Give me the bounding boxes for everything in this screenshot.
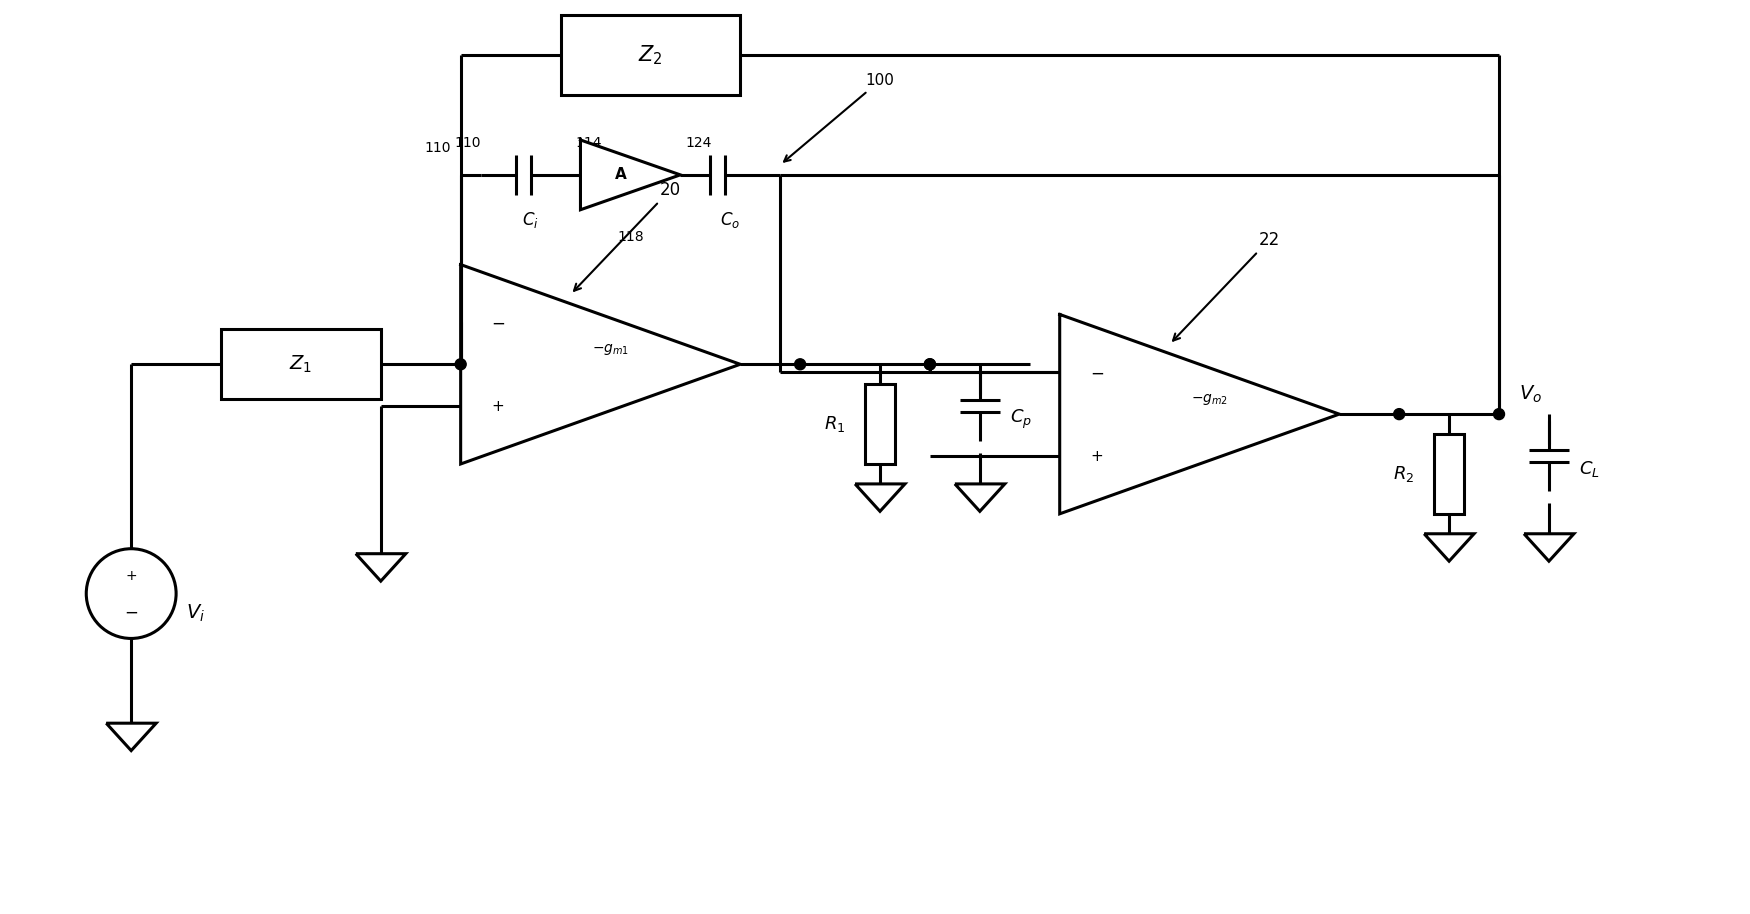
Bar bbox=[560, 16, 740, 95]
Text: $R_2$: $R_2$ bbox=[1393, 464, 1414, 484]
Text: $V_i$: $V_i$ bbox=[186, 603, 205, 624]
Text: 20: 20 bbox=[574, 181, 681, 291]
Text: $C_p$: $C_p$ bbox=[1010, 408, 1032, 430]
Text: $-g_{m1}$: $-g_{m1}$ bbox=[592, 342, 628, 356]
Text: A: A bbox=[614, 167, 626, 183]
Text: 118: 118 bbox=[618, 229, 644, 244]
Text: $C_o$: $C_o$ bbox=[721, 209, 740, 229]
Bar bbox=[864, 384, 894, 464]
Text: $Z_2$: $Z_2$ bbox=[639, 44, 663, 67]
Text: $+$: $+$ bbox=[490, 399, 504, 414]
Bar bbox=[220, 329, 382, 399]
Text: $+$: $+$ bbox=[124, 569, 136, 582]
Text: 100: 100 bbox=[784, 73, 894, 162]
Text: 110: 110 bbox=[424, 141, 452, 154]
Text: $C_L$: $C_L$ bbox=[1578, 459, 1600, 479]
Bar bbox=[1433, 434, 1465, 514]
Text: 22: 22 bbox=[1172, 230, 1279, 341]
Text: $+$: $+$ bbox=[1090, 449, 1102, 463]
Circle shape bbox=[1393, 409, 1405, 420]
Polygon shape bbox=[460, 264, 740, 464]
Text: $R_1$: $R_1$ bbox=[824, 414, 845, 434]
Text: 124: 124 bbox=[686, 136, 712, 150]
Text: $-$: $-$ bbox=[124, 602, 138, 621]
Text: $-g_{m2}$: $-g_{m2}$ bbox=[1192, 392, 1228, 407]
Text: 110: 110 bbox=[455, 136, 481, 150]
Text: $-$: $-$ bbox=[1090, 363, 1104, 381]
Circle shape bbox=[455, 359, 466, 370]
Circle shape bbox=[924, 359, 936, 370]
Polygon shape bbox=[581, 140, 681, 209]
Circle shape bbox=[924, 359, 936, 370]
Text: $Z_1$: $Z_1$ bbox=[289, 354, 313, 375]
Text: $-$: $-$ bbox=[490, 314, 504, 332]
Text: 114: 114 bbox=[576, 136, 602, 150]
Circle shape bbox=[794, 359, 805, 370]
Text: $C_i$: $C_i$ bbox=[522, 209, 539, 229]
Circle shape bbox=[86, 548, 177, 639]
Circle shape bbox=[1493, 409, 1505, 420]
Text: $V_o$: $V_o$ bbox=[1519, 384, 1542, 405]
Polygon shape bbox=[1060, 314, 1339, 514]
